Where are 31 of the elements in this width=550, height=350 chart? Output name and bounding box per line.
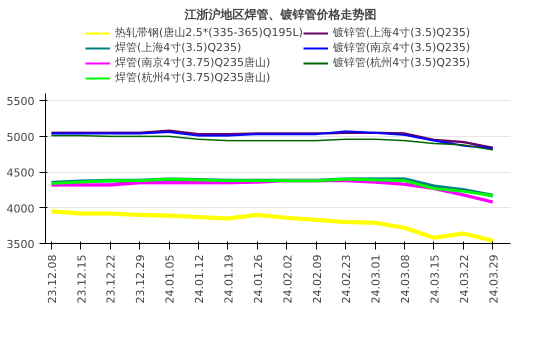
x-tick-label: 23.12.15 — [75, 254, 88, 304]
x-tick-label: 24.03.08 — [399, 254, 412, 304]
x-tick-label: 24.03.01 — [370, 254, 383, 304]
legend-label: 热轧带钢(唐山2.5*(335-365)Q195L) — [115, 25, 303, 40]
x-tick-label: 24.03.29 — [487, 254, 500, 304]
line-series — [50, 134, 494, 151]
x-tick-label: 24.01.05 — [164, 254, 177, 304]
legend-label: 镀锌管(南京4寸(3.5)Q235) — [332, 40, 470, 55]
legend-label: 焊管(上海4寸(3.5)Q235) — [115, 40, 242, 55]
x-tick-label: 23.12.22 — [104, 254, 118, 304]
x-tick-label: 24.02.02 — [281, 254, 294, 304]
legend-label: 焊管(南京4寸(3.75)Q235唐山) — [115, 55, 270, 70]
y-tick-label: 5500 — [6, 95, 35, 108]
x-tick-label: 24.01.12 — [193, 254, 206, 304]
x-tick-label: 23.12.29 — [134, 254, 148, 304]
line-series — [49, 209, 495, 243]
y-tick-label: 4500 — [6, 166, 35, 180]
x-tick-label: 24.01.26 — [252, 254, 265, 304]
x-tick-label: 24.02.09 — [310, 254, 324, 304]
legend-label: 镀锌管(杭州4寸(3.5)Q235) — [332, 55, 470, 70]
y-tick-label: 4000 — [6, 202, 35, 216]
y-tick-label: 5000 — [6, 130, 35, 144]
x-tick-label: 23.12.08 — [46, 254, 59, 304]
x-tick-label: 24.01.19 — [222, 254, 236, 304]
chart-title: 江浙沪地区焊管、镀锌管价格走势图 — [184, 8, 376, 22]
legend-label: 镀锌管(上海4寸(3.5)Q235) — [332, 25, 470, 40]
x-tick-label: 24.02.23 — [340, 254, 354, 304]
x-tick-label: 24.03.22 — [458, 254, 471, 304]
legend-label: 焊管(杭州4寸(3.75)Q235唐山) — [115, 70, 270, 85]
y-tick-label: 3500 — [6, 238, 35, 251]
x-tick-label: 24.03.15 — [428, 254, 442, 304]
